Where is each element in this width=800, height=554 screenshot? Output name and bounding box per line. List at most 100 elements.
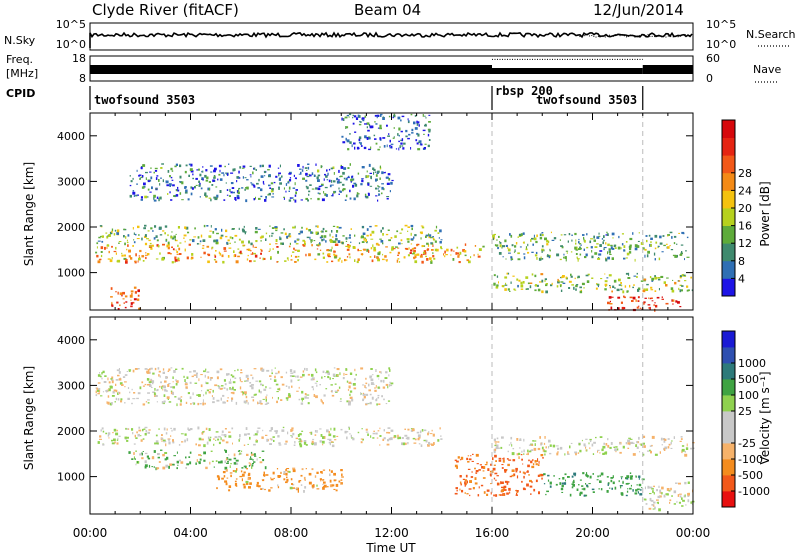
heatmap-cell [370,175,372,179]
heatmap-cell [647,485,650,489]
heatmap-cell [262,487,264,490]
heatmap-cell [558,478,561,480]
heatmap-cell [422,245,425,247]
heatmap-cell [503,457,505,460]
heatmap-cell [325,230,328,233]
heatmap-cell [585,483,587,485]
heatmap-cell [147,180,150,183]
heatmap-cell [204,193,207,196]
heatmap-cell [597,283,600,286]
heatmap-cell [138,257,141,261]
heatmap-cell [409,252,412,254]
heatmap-cell [474,477,477,480]
heatmap-cell [290,429,293,432]
heatmap-cell [411,132,414,134]
heatmap-cell [205,381,207,384]
heatmap-cell [382,258,385,261]
heatmap-cell [381,171,384,175]
range-tick-label: 2000 [57,221,85,234]
heatmap-cell [321,165,323,168]
heatmap-cell [353,182,357,185]
heatmap-cell [427,144,430,148]
heatmap-cell [680,289,683,292]
heatmap-cell [164,452,168,454]
heatmap-cell [626,478,629,480]
heatmap-cell [383,437,386,440]
heatmap-cell [404,428,406,430]
heatmap-cell [637,287,641,290]
heatmap-cell [323,481,326,484]
heatmap-cell [281,242,284,245]
heatmap-cell [277,167,280,169]
heatmap-cell [651,300,654,302]
heatmap-cell [365,377,367,380]
heatmap-cell [425,234,429,237]
heatmap-cell [97,374,101,377]
heatmap-cell [275,372,278,375]
heatmap-cell [227,242,229,245]
heatmap-cell [663,440,666,443]
heatmap-cell [102,430,105,433]
heatmap-cell [454,464,458,468]
heatmap-cell [174,256,177,260]
heatmap-cell [651,504,654,506]
heatmap-cell [657,495,661,499]
heatmap-cell [407,428,410,431]
heatmap-cell [383,398,385,401]
heatmap-cell [201,438,204,441]
heatmap-cell [148,383,151,386]
heatmap-cell [208,197,211,199]
heatmap-cell [391,145,393,149]
heatmap-cell [151,186,153,190]
heatmap-cell [687,499,690,503]
heatmap-cell [147,457,151,460]
heatmap-cell [120,400,123,403]
colorbar-swatch [722,475,735,492]
heatmap-cell [333,488,336,490]
heatmap-cell [187,427,189,430]
heatmap-cell [638,305,640,307]
heatmap-cell [471,471,473,473]
heatmap-cell [428,441,431,445]
heatmap-cell [536,234,538,238]
heatmap-cell [338,386,341,389]
heatmap-cell [356,192,359,195]
heatmap-cell [560,289,563,292]
heatmap-cell [242,230,244,233]
heatmap-cell [247,254,249,257]
heatmap-cell [546,243,549,246]
heatmap-cell [332,193,334,197]
heatmap-cell [649,445,652,447]
heatmap-cell [561,484,564,488]
heatmap-cell [212,389,214,393]
heatmap-cell [377,252,381,256]
heatmap-cell [240,391,243,393]
heatmap-cell [604,288,607,291]
heatmap-cell [147,402,150,404]
heatmap-cell [429,258,432,261]
heatmap-cell [410,232,412,236]
heatmap-cell [347,148,350,151]
heatmap-cell [365,403,368,406]
heatmap-cell [422,148,426,150]
heatmap-cell [266,394,268,397]
heatmap-cell [315,371,318,374]
heatmap-cell [477,253,479,256]
heatmap-cell [639,443,641,445]
heatmap-cell [134,260,137,263]
heatmap-cell [348,116,350,118]
heatmap-cell [650,241,652,243]
heatmap-cell [133,239,135,241]
heatmap-cell [175,383,178,386]
heatmap-cell [648,234,651,237]
heatmap-cell [418,141,420,143]
heatmap-cell [169,463,172,466]
heatmap-cell [510,234,513,238]
heatmap-cell [302,370,305,373]
station-title: Clyde River (fitACF) [92,1,239,19]
heatmap-cell [546,239,549,243]
heatmap-cell [643,288,645,290]
heatmap-cell [379,146,381,148]
heatmap-cell [186,376,189,379]
heatmap-cell [632,442,635,444]
